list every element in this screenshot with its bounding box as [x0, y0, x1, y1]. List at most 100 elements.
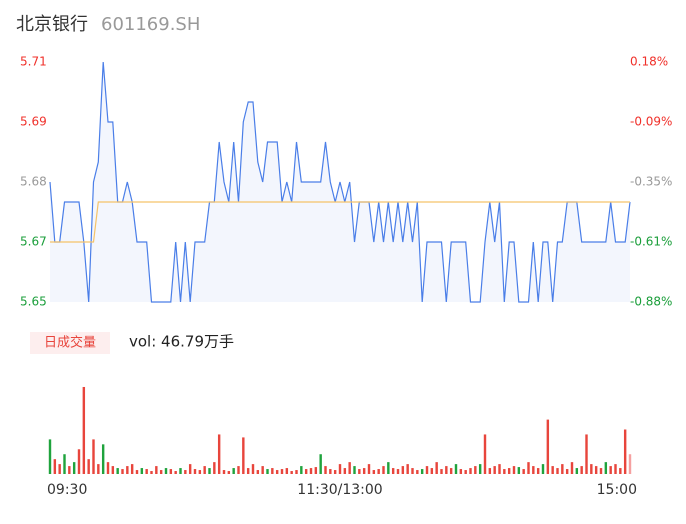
volume-bar	[140, 468, 144, 474]
price-line	[49, 61, 631, 303]
volume-bar	[324, 466, 327, 474]
volume-bar	[522, 469, 525, 474]
volume-bar	[464, 470, 467, 474]
volume-tag: 日成交量	[44, 335, 96, 351]
volume-bar	[580, 466, 583, 474]
volume-bar	[532, 466, 535, 474]
volume-bar	[483, 434, 487, 474]
volume-bar	[411, 468, 414, 474]
volume-bar	[203, 466, 206, 474]
volume-bar	[445, 466, 448, 474]
volume-bar	[396, 469, 400, 474]
volume-bar	[285, 468, 289, 474]
volume-bar	[604, 462, 608, 474]
x-tick-label: 11:30/13:00	[297, 482, 382, 498]
volume-bar	[242, 437, 245, 474]
volume-bar	[266, 469, 269, 474]
x-tick-label: 15:00	[597, 482, 637, 498]
volume-bar	[314, 467, 318, 474]
volume-bar	[246, 468, 250, 474]
volume-bar	[198, 470, 202, 474]
volume-bar	[309, 468, 313, 474]
volume-bar	[609, 466, 612, 474]
volume-bar	[387, 462, 390, 474]
volume-bar	[72, 462, 76, 474]
volume-bar	[503, 469, 506, 474]
volume-bar	[304, 469, 308, 474]
volume-bar	[420, 469, 424, 474]
volume-bar	[106, 462, 110, 474]
volume-bar	[329, 469, 332, 474]
volume-bar	[92, 439, 95, 474]
volume-bar	[561, 464, 564, 474]
volume-bar	[449, 468, 453, 474]
volume-bar	[251, 464, 255, 474]
volume-bar	[358, 469, 361, 474]
volume-bar	[565, 469, 569, 474]
volume-bar	[488, 468, 492, 474]
volume-bar	[217, 434, 221, 474]
volume-bar	[261, 466, 264, 474]
volume-tag-bg	[30, 332, 110, 354]
volume-bar	[406, 464, 409, 474]
volume-bar	[623, 429, 627, 474]
volume-bar	[256, 470, 260, 474]
volume-bar	[527, 462, 530, 474]
volume-bar	[58, 464, 61, 474]
volume-bar	[300, 466, 303, 474]
y2-tick-label: -0.09%	[630, 115, 672, 129]
volume-bar	[111, 466, 115, 474]
volume-bar	[546, 419, 550, 474]
volume-bar	[295, 470, 298, 474]
volume-bar	[416, 470, 419, 474]
volume-bar	[87, 459, 90, 474]
volume-bar	[208, 468, 211, 474]
volume-bar	[469, 468, 472, 474]
y-tick-label: 5.71	[20, 55, 47, 69]
volume-bar	[391, 468, 395, 474]
volume-bar	[135, 470, 139, 474]
volume-bar	[271, 468, 274, 474]
volume-bar	[570, 462, 574, 474]
volume-bar	[512, 466, 516, 474]
volume-bar	[590, 464, 593, 474]
y-tick-label: 5.68	[20, 175, 47, 189]
volume-bar	[130, 464, 134, 474]
volume-bar	[155, 466, 158, 474]
volume-bar	[628, 454, 632, 474]
volume-bar	[478, 464, 482, 474]
volume-bar	[556, 468, 559, 474]
volume-bar	[367, 464, 371, 474]
volume-bar	[159, 470, 163, 474]
x-tick-label: 09:30	[47, 482, 87, 498]
volume-bar	[430, 468, 434, 474]
volume-bar	[280, 469, 284, 474]
volume-bar	[377, 469, 380, 474]
volume-bar	[594, 466, 598, 474]
y2-tick-label: -0.88%	[630, 295, 672, 309]
volume-bar	[536, 468, 540, 474]
volume-bar	[619, 468, 622, 474]
volume-bar	[222, 470, 226, 474]
volume-bar	[333, 470, 337, 474]
volume-bar	[338, 464, 342, 474]
volume-bar	[551, 466, 554, 474]
volume-bar	[68, 466, 71, 474]
volume-bar	[101, 444, 105, 474]
volume-bar	[82, 386, 86, 474]
y2-tick-label: -0.61%	[630, 235, 672, 249]
volume-bar	[493, 466, 496, 474]
volume-bar	[232, 468, 235, 474]
volume-bar	[599, 468, 603, 474]
volume-bar	[237, 466, 240, 474]
volume-bar	[575, 468, 579, 474]
volume-bar	[517, 467, 521, 474]
volume-bar	[150, 471, 153, 474]
stock-name: 北京银行	[16, 14, 88, 35]
volume-bar	[169, 469, 173, 474]
volume-bar	[53, 459, 57, 474]
volume-bar	[63, 454, 66, 474]
volume-bar	[174, 471, 177, 474]
